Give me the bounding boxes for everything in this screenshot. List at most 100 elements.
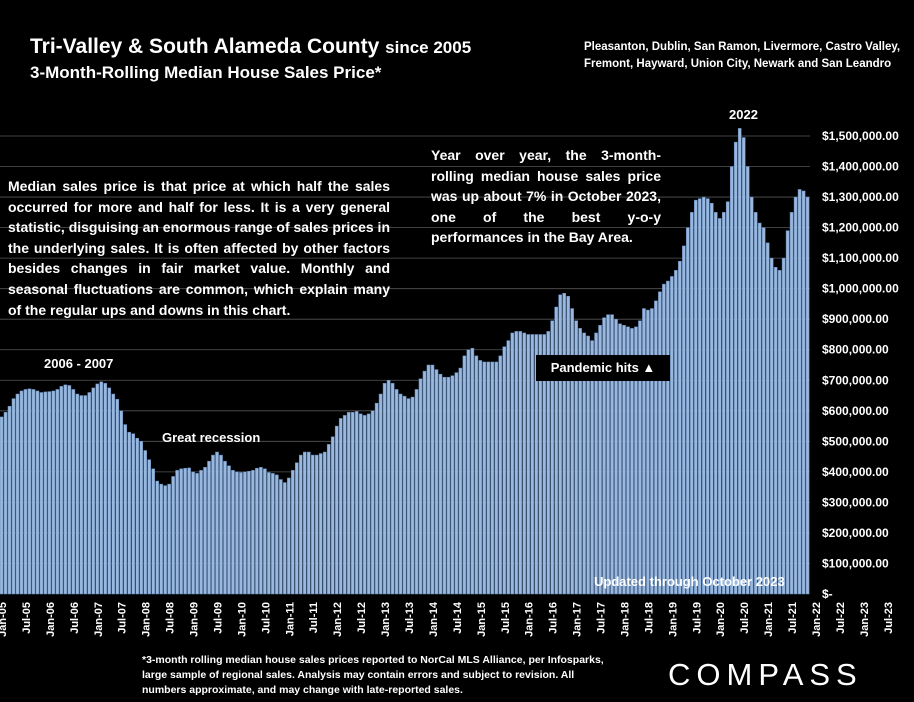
bar [765, 242, 770, 595]
bar [147, 459, 151, 595]
bar [35, 390, 40, 595]
bar [167, 483, 171, 595]
bar [171, 476, 175, 595]
bar [303, 451, 307, 595]
bar [622, 325, 626, 595]
bar [259, 467, 263, 595]
bar [558, 294, 562, 595]
bar [215, 451, 219, 595]
bar [51, 390, 56, 595]
bar [295, 462, 299, 595]
bar [757, 222, 762, 595]
bar [350, 412, 355, 595]
bar [247, 471, 251, 595]
bar [514, 331, 519, 595]
bar [59, 386, 64, 595]
bar [761, 227, 766, 595]
bar [103, 383, 108, 595]
bar [334, 425, 339, 595]
bar [235, 471, 239, 595]
y-tick-label: $400,000.00 [822, 465, 889, 479]
bar [686, 227, 690, 595]
bar [99, 381, 104, 595]
y-tick-label: $900,000.00 [822, 312, 889, 326]
bar [219, 454, 223, 595]
x-tick-label: Jul-15 [500, 602, 512, 634]
bar [698, 198, 702, 595]
bar [721, 212, 726, 595]
bar [187, 467, 191, 595]
y-tick-label: $700,000.00 [822, 373, 889, 387]
x-tick-label: Jan-11 [284, 602, 296, 636]
bar [462, 355, 467, 595]
bar [650, 308, 654, 595]
bar [159, 483, 163, 595]
bar [338, 418, 343, 595]
bar [291, 470, 295, 595]
bar [610, 314, 614, 595]
x-tick-label: Jul-14 [452, 601, 464, 634]
bar [729, 166, 734, 595]
y-tick-label: $200,000.00 [822, 526, 889, 540]
x-tick-label: Jul-07 [117, 602, 129, 634]
bar [71, 389, 76, 595]
bar [199, 470, 203, 595]
bar [95, 383, 100, 595]
bar [594, 332, 598, 595]
y-tick-label: $300,000.00 [822, 495, 889, 509]
bar [646, 309, 650, 595]
bar [239, 472, 243, 595]
bar [267, 472, 271, 595]
chart-subtitle: 3-Month-Rolling Median House Sales Price… [30, 63, 382, 82]
bar [518, 331, 523, 595]
x-tick-label: Jan-13 [380, 602, 392, 637]
cities-list: Pleasanton, Dublin, San Ramon, Livermore… [584, 41, 901, 70]
x-tick-label: Jan-17 [572, 602, 584, 637]
x-tick-label: Jan-08 [141, 602, 153, 637]
bar [745, 166, 750, 595]
bar [702, 196, 706, 595]
bar [410, 396, 415, 595]
x-tick-label: Jan-14 [428, 601, 440, 637]
bar [554, 306, 558, 595]
bar [119, 410, 124, 595]
bar [358, 413, 363, 595]
x-tick-label: Jul-05 [21, 602, 33, 634]
x-tick-label: Jul-09 [212, 602, 224, 634]
bar [466, 349, 471, 595]
bar [378, 393, 383, 595]
bar [666, 280, 670, 595]
bar-series [0, 128, 810, 595]
bar [63, 384, 68, 595]
x-tick-label: Jan-10 [236, 602, 248, 637]
bar [306, 451, 311, 595]
bar [19, 390, 24, 595]
x-tick-label: Jan-21 [763, 602, 775, 637]
bar [398, 393, 403, 595]
bar [386, 380, 391, 595]
bar [223, 460, 227, 595]
y-tick-label: $1,200,000.00 [822, 221, 899, 235]
bar [538, 334, 543, 595]
bar [390, 383, 395, 595]
bar [737, 128, 742, 595]
y-tick-label: $1,500,000.00 [822, 129, 899, 143]
bar [263, 468, 267, 595]
y-axis-labels: $- $100,000.00 $200,000.00 $300,000.00 $400,… [822, 129, 899, 601]
note-median-explanation: Median sales price is that price at whic… [8, 178, 390, 318]
x-tick-label: Jan-16 [524, 602, 536, 637]
bar [670, 276, 674, 595]
bar [346, 412, 351, 595]
bar [231, 470, 235, 595]
bar [590, 340, 594, 595]
bar [382, 383, 387, 595]
bar [79, 395, 84, 595]
x-tick-label: Jul-21 [787, 602, 799, 634]
label-2022: 2022 [729, 107, 758, 122]
bar [438, 373, 443, 595]
bar [155, 480, 159, 595]
bar [131, 433, 136, 595]
bar [522, 332, 527, 595]
y-tick-label: $1,100,000.00 [822, 251, 899, 265]
bar [470, 347, 475, 595]
